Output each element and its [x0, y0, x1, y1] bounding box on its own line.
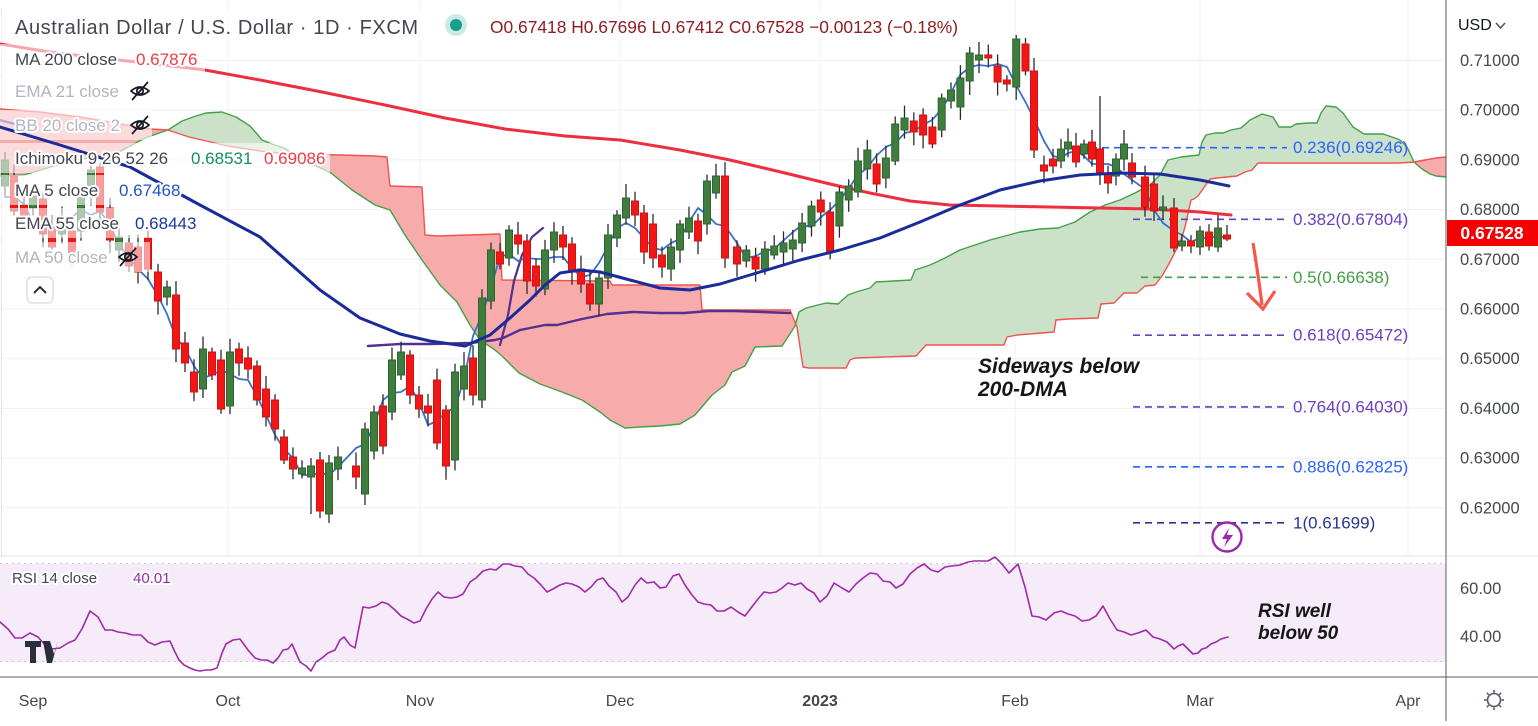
svg-text:Oct: Oct [216, 693, 241, 710]
svg-text:0.236(0.69246): 0.236(0.69246) [1293, 138, 1408, 157]
svg-text:40.00: 40.00 [1460, 628, 1501, 646]
svg-text:0.886(0.62825): 0.886(0.62825) [1293, 457, 1408, 476]
svg-text:0.65000: 0.65000 [1460, 350, 1520, 368]
svg-text:0.382(0.67804): 0.382(0.67804) [1293, 210, 1408, 229]
svg-text:Ichimoku 9 26 52 26: Ichimoku 9 26 52 26 [15, 149, 168, 168]
svg-text:0.67468: 0.67468 [119, 181, 180, 200]
svg-text:Dec: Dec [606, 693, 634, 710]
svg-text:EMA 55 close: EMA 55 close [15, 214, 119, 233]
svg-text:0.71000: 0.71000 [1460, 52, 1520, 70]
svg-text:0.68531: 0.68531 [191, 149, 252, 168]
svg-text:Mar: Mar [1186, 693, 1214, 710]
svg-text:Apr: Apr [1396, 693, 1422, 710]
svg-text:Nov: Nov [406, 693, 434, 710]
svg-text:0.67876: 0.67876 [136, 50, 197, 69]
svg-text:2023: 2023 [802, 693, 838, 710]
svg-text:200-DMA: 200-DMA [977, 378, 1068, 401]
svg-text:Sep: Sep [19, 693, 48, 710]
svg-text:MA 200 close: MA 200 close [15, 50, 117, 69]
svg-text:Australian Dollar / U.S. Dolla: Australian Dollar / U.S. Dollar · 1D · F… [15, 17, 419, 39]
svg-text:0.618(0.65472): 0.618(0.65472) [1293, 326, 1408, 345]
svg-text:0.66000: 0.66000 [1460, 301, 1520, 319]
svg-text:below 50: below 50 [1258, 623, 1339, 644]
svg-text:Sideways below: Sideways below [978, 355, 1141, 378]
svg-text:0.68000: 0.68000 [1460, 201, 1520, 219]
svg-text:0.70000: 0.70000 [1460, 102, 1520, 120]
svg-text:MA 5 close: MA 5 close [15, 181, 98, 200]
svg-text:O0.67418 H0.67696 L0.67412 C0.: O0.67418 H0.67696 L0.67412 C0.67528 −0.0… [490, 17, 958, 37]
svg-text:0.67528: 0.67528 [1460, 223, 1524, 243]
svg-text:0.62000: 0.62000 [1460, 499, 1520, 517]
svg-text:0.5(0.66638): 0.5(0.66638) [1293, 268, 1389, 287]
svg-text:0.69000: 0.69000 [1460, 151, 1520, 169]
svg-text:USD: USD [1458, 17, 1492, 34]
svg-text:1(0.61699): 1(0.61699) [1293, 513, 1375, 532]
svg-text:40.01: 40.01 [133, 570, 171, 587]
svg-text:0.67000: 0.67000 [1460, 251, 1520, 269]
svg-text:0.63000: 0.63000 [1460, 450, 1520, 468]
svg-text:BB 20 close 2: BB 20 close 2 [15, 116, 120, 135]
svg-text:RSI well: RSI well [1258, 601, 1332, 622]
svg-text:0.69086: 0.69086 [264, 149, 325, 168]
svg-text:0.764(0.64030): 0.764(0.64030) [1293, 397, 1408, 416]
svg-text:Feb: Feb [1001, 693, 1029, 710]
svg-text:MA 50 close: MA 50 close [15, 248, 108, 267]
svg-text:EMA 21 close: EMA 21 close [15, 82, 119, 101]
svg-text:RSI 14 close: RSI 14 close [12, 570, 97, 587]
svg-text:0.64000: 0.64000 [1460, 400, 1520, 418]
svg-text:60.00: 60.00 [1460, 580, 1501, 598]
svg-text:0.68443: 0.68443 [135, 214, 196, 233]
